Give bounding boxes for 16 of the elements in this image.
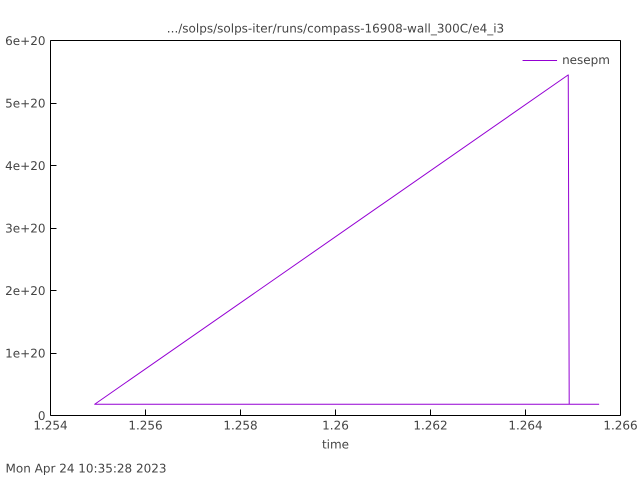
- x-tick-label: 1.258: [223, 418, 258, 432]
- legend-label: nesepm: [562, 53, 610, 67]
- x-tick-label: 1.262: [413, 418, 448, 432]
- x-tick-label: 1.264: [508, 418, 543, 432]
- y-tick-label: 4e+20: [5, 159, 46, 173]
- x-axis-title: time: [322, 438, 350, 452]
- x-tick-label: 1.266: [603, 418, 638, 432]
- y-tick-label: 3e+20: [5, 222, 46, 236]
- x-tick-label: 1.256: [128, 418, 163, 432]
- x-tick-label: 1.26: [322, 418, 349, 432]
- text: Mon Apr 24 10:35:28 2023: [6, 462, 167, 476]
- y-tick-label: 6e+20: [5, 34, 46, 48]
- y-tick-label: 5e+20: [5, 96, 46, 110]
- chart-title: .../solps/solps-iter/runs/compass-16908-wall_300C/e4_i3: [166, 22, 504, 36]
- y-tick-label: 1e+20: [5, 346, 46, 360]
- y-tick-label: 2e+20: [5, 284, 46, 298]
